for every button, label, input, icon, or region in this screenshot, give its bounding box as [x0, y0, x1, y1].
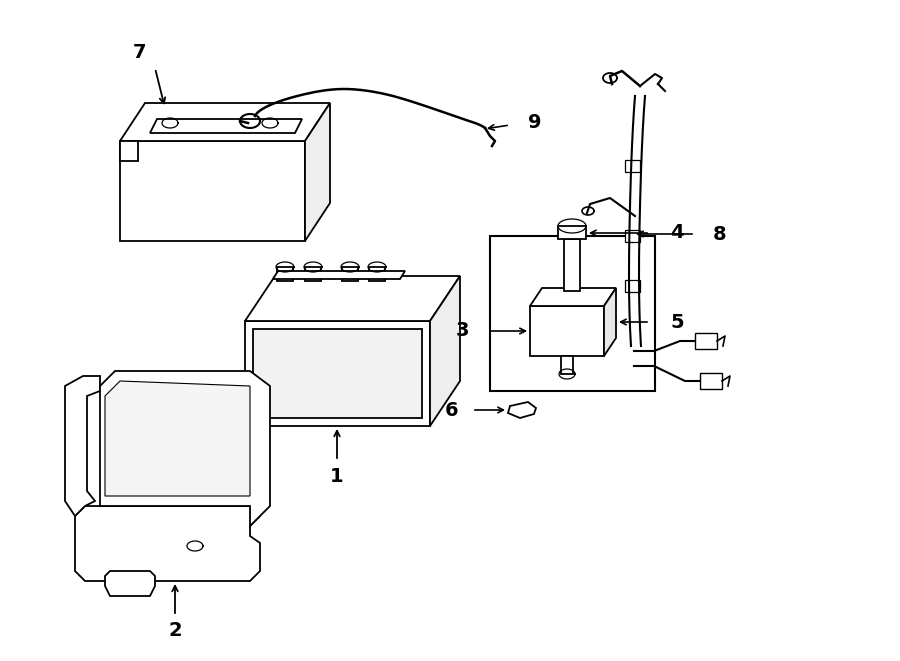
Text: 1: 1: [330, 467, 344, 485]
Text: 8: 8: [713, 225, 727, 243]
Text: 3: 3: [455, 321, 469, 340]
Polygon shape: [245, 321, 430, 426]
Text: 2: 2: [168, 621, 182, 641]
Polygon shape: [695, 333, 717, 349]
Text: 4: 4: [670, 223, 684, 243]
Polygon shape: [75, 506, 260, 581]
Polygon shape: [625, 160, 640, 172]
Polygon shape: [245, 276, 460, 321]
Polygon shape: [561, 356, 573, 374]
Polygon shape: [604, 288, 616, 356]
Polygon shape: [120, 103, 330, 141]
Polygon shape: [342, 267, 358, 281]
Polygon shape: [558, 226, 586, 239]
Polygon shape: [305, 267, 321, 281]
Polygon shape: [120, 141, 305, 241]
Text: 5: 5: [670, 313, 684, 332]
Text: 7: 7: [133, 44, 147, 63]
Polygon shape: [120, 141, 138, 161]
Polygon shape: [150, 119, 302, 133]
Polygon shape: [700, 373, 722, 389]
Polygon shape: [369, 267, 385, 281]
Polygon shape: [273, 271, 405, 279]
Polygon shape: [105, 381, 250, 496]
Polygon shape: [277, 267, 293, 281]
Polygon shape: [625, 280, 640, 292]
Polygon shape: [305, 103, 330, 241]
Text: 9: 9: [528, 114, 542, 132]
Polygon shape: [530, 306, 604, 356]
Polygon shape: [100, 371, 270, 526]
Text: 6: 6: [446, 401, 459, 420]
Polygon shape: [625, 230, 640, 242]
Polygon shape: [490, 236, 655, 391]
Polygon shape: [430, 276, 460, 426]
Polygon shape: [564, 239, 580, 291]
Polygon shape: [105, 571, 155, 596]
Polygon shape: [253, 329, 422, 418]
Polygon shape: [508, 402, 536, 418]
Polygon shape: [530, 288, 616, 306]
Polygon shape: [65, 376, 100, 516]
